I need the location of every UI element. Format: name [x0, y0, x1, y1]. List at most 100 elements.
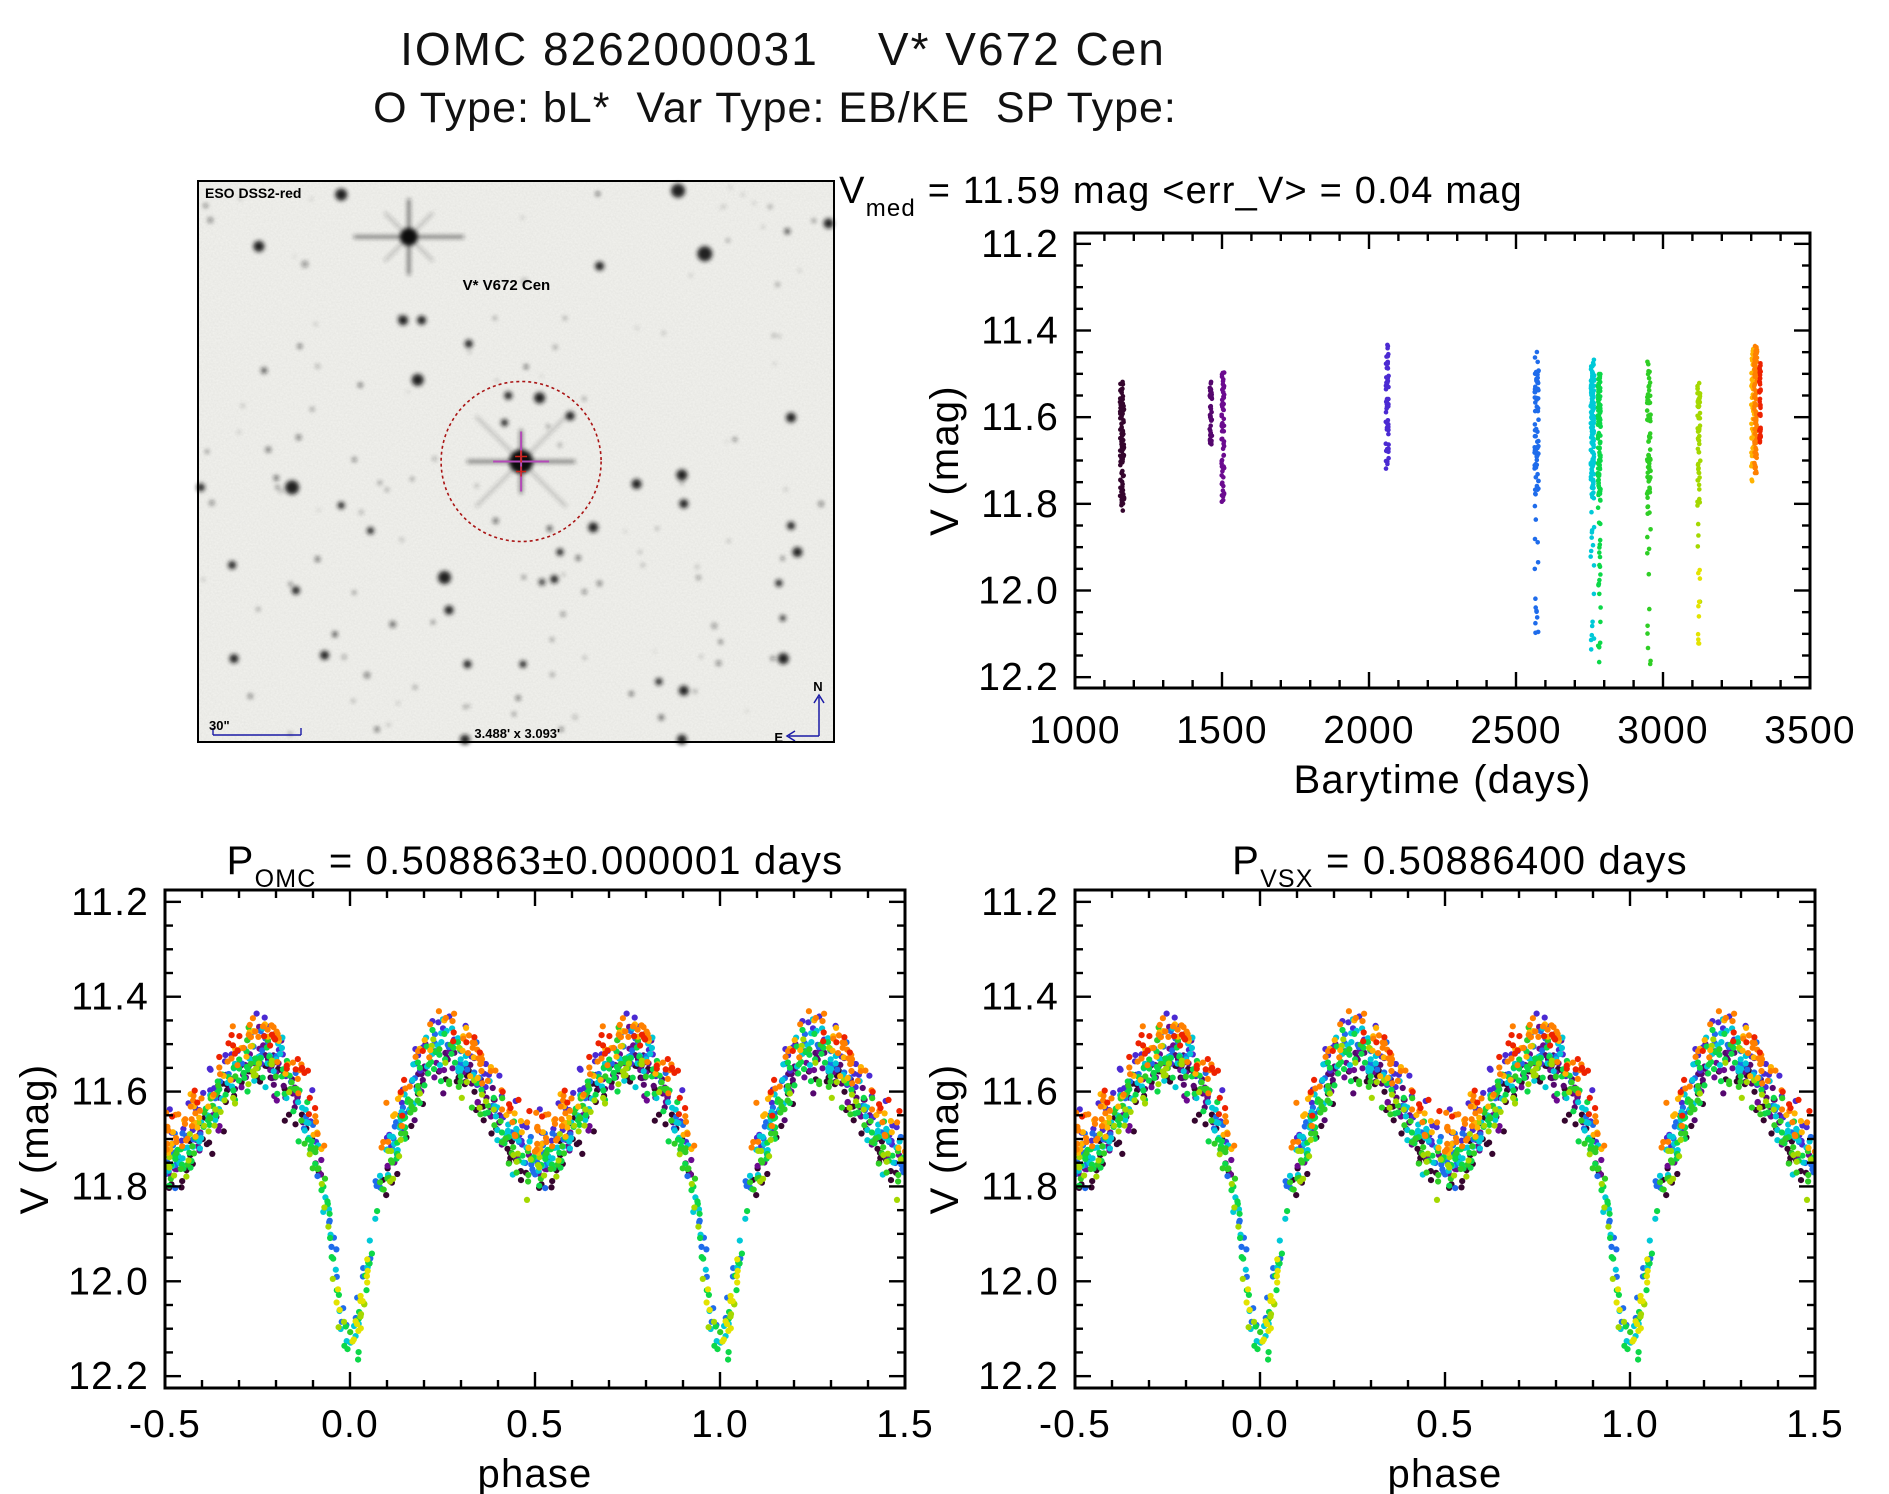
star — [411, 373, 424, 386]
star — [351, 699, 355, 703]
finder-chart-image: ESO DSS2-red V* V672 Cen 3.488' x 3.093' 30… — [196, 180, 835, 745]
star — [205, 450, 209, 454]
y-tick-label: 12.2 — [978, 656, 1059, 699]
star — [718, 640, 723, 644]
star — [638, 551, 642, 554]
y-tick-label: 11.4 — [981, 310, 1059, 353]
star — [315, 556, 321, 562]
star — [275, 485, 280, 489]
x-tick-label: -0.5 — [129, 1403, 201, 1446]
y-tick-label: 12.0 — [68, 1260, 149, 1303]
star — [413, 685, 417, 690]
star — [727, 540, 730, 542]
star — [503, 280, 506, 283]
star — [207, 217, 213, 223]
star — [595, 261, 605, 271]
star — [729, 186, 732, 189]
star — [444, 605, 454, 615]
star — [317, 509, 320, 512]
star — [823, 218, 834, 229]
star — [676, 734, 687, 745]
star — [679, 499, 689, 509]
target-label: V* V672 Cen — [463, 277, 551, 294]
bright-star — [399, 227, 418, 246]
star — [315, 364, 320, 369]
star — [209, 500, 215, 506]
star — [522, 575, 526, 579]
survey-label: ESO DSS2-red — [205, 185, 301, 201]
star — [624, 530, 627, 533]
star — [653, 650, 656, 653]
star — [711, 623, 717, 629]
x-axis-label: Barytime (days) — [1293, 758, 1591, 802]
y-tick-label: 11.6 — [981, 1071, 1059, 1114]
star — [352, 591, 356, 595]
target-circle — [440, 380, 602, 543]
compass-north-label: N — [813, 679, 822, 694]
timeseries-chart: 1000 1500 2000 2500 3000 3500 11.2 11.4 11.6 11.8… — [839, 170, 1856, 802]
x-tick-label: 0.0 — [321, 1403, 379, 1446]
star — [285, 480, 300, 495]
star — [768, 204, 773, 209]
star — [636, 327, 639, 329]
star — [332, 631, 338, 637]
star — [463, 704, 468, 709]
star — [358, 383, 363, 388]
star — [784, 228, 791, 235]
y-tick-label: 11.8 — [981, 1165, 1059, 1208]
y-axis-label: V (mag) — [923, 385, 967, 536]
star — [396, 702, 399, 705]
star — [753, 202, 756, 204]
x-tick-label: 3500 — [1764, 709, 1856, 752]
x-tick-label: 1500 — [1176, 709, 1268, 752]
phase_omc-labels: -0.5 0.0 0.5 1.0 1.5 11.2 11.4 11.6 11.8 12.0 12.2… — [13, 839, 933, 1494]
scale-bar-label: 30" — [209, 718, 230, 733]
star — [556, 548, 564, 556]
star — [741, 193, 744, 196]
star — [583, 656, 586, 659]
star — [374, 727, 380, 732]
star — [778, 335, 781, 338]
star — [229, 654, 239, 664]
star — [565, 411, 575, 421]
x-tick-label: 1.5 — [1786, 1403, 1844, 1446]
star — [464, 339, 473, 348]
star — [364, 672, 370, 679]
star — [202, 578, 205, 581]
star — [512, 712, 516, 716]
star — [595, 192, 600, 196]
star — [597, 581, 602, 586]
x-tick-label: 2000 — [1323, 709, 1415, 752]
phase_vsx-axes — [1073, 888, 1817, 1390]
y-tick-label: 11.2 — [981, 223, 1059, 266]
star — [588, 522, 599, 533]
timeseries-points — [1117, 342, 1763, 667]
star — [693, 689, 697, 694]
star — [559, 727, 564, 732]
x-tick-label: -0.5 — [1039, 1403, 1111, 1446]
star — [641, 563, 644, 567]
star — [293, 255, 296, 258]
star — [468, 351, 471, 353]
star — [658, 714, 665, 721]
phase_omc-points — [165, 1008, 905, 1363]
star — [787, 521, 795, 530]
star — [237, 430, 241, 434]
star — [256, 607, 260, 611]
star — [524, 364, 529, 369]
star — [631, 479, 642, 489]
star — [378, 481, 382, 485]
star — [792, 547, 803, 558]
star — [697, 246, 713, 262]
star — [775, 579, 783, 587]
y-tick-label: 12.0 — [978, 570, 1059, 613]
star — [773, 362, 776, 365]
star — [671, 183, 686, 198]
star — [521, 278, 528, 284]
star — [689, 274, 693, 277]
star — [310, 407, 315, 412]
star — [720, 206, 723, 210]
star — [261, 367, 268, 374]
star — [397, 315, 400, 318]
